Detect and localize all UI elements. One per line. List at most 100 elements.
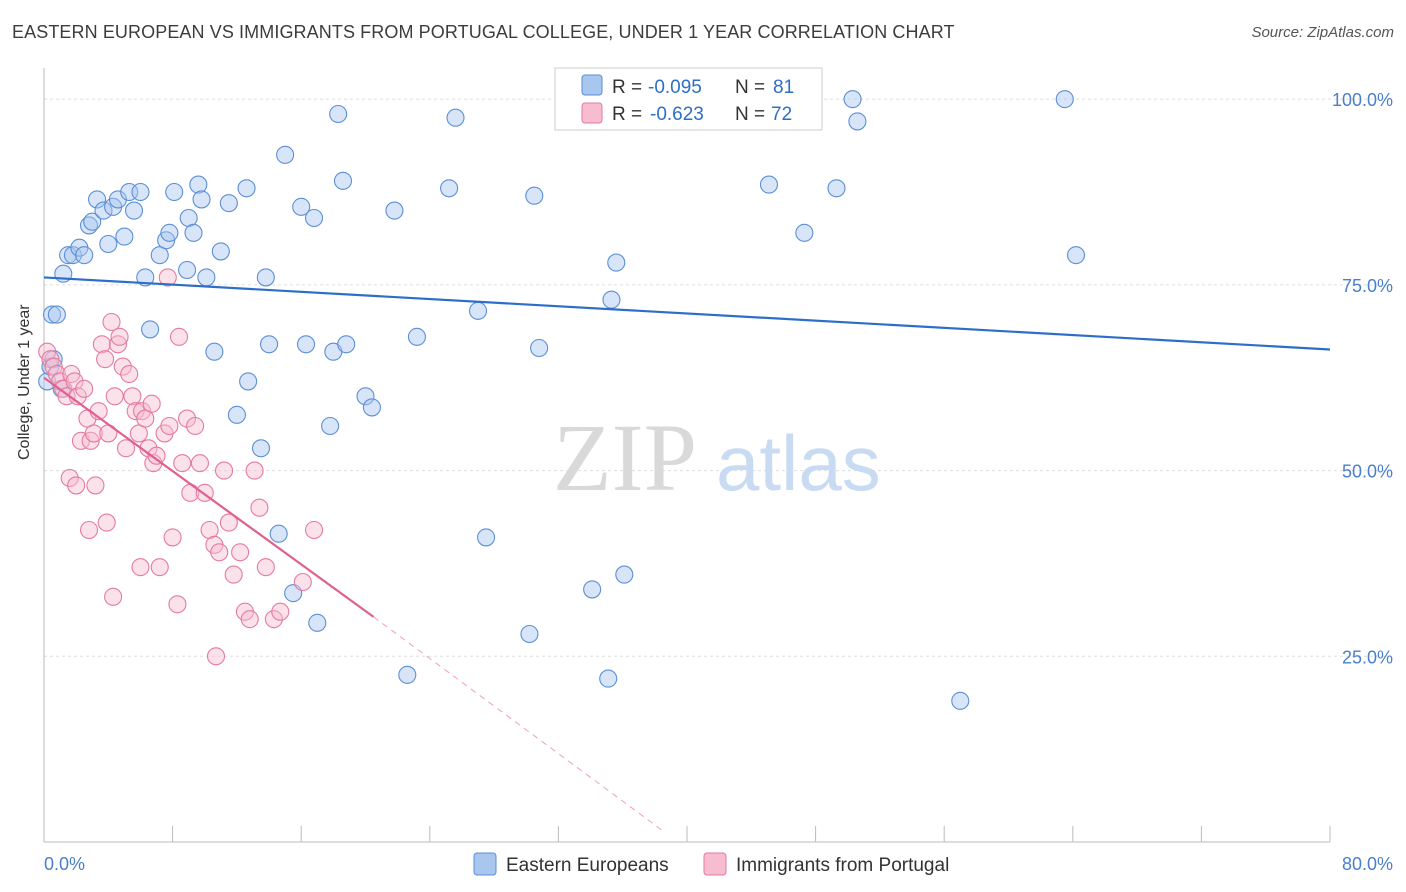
point-immigrant-portugal	[206, 647, 226, 666]
point-eastern-european	[477, 528, 496, 547]
point-eastern-european	[440, 179, 459, 198]
point-eastern-european	[407, 327, 426, 346]
point-immigrant-portugal	[173, 454, 192, 473]
point-eastern-european	[108, 190, 127, 209]
point-eastern-european	[75, 246, 94, 265]
point-eastern-european	[843, 90, 862, 109]
point-immigrant-portugal	[250, 498, 269, 517]
y-tick-label: 50.0%	[1342, 462, 1393, 482]
point-immigrant-portugal	[92, 335, 111, 354]
point-eastern-european	[1066, 246, 1086, 265]
point-eastern-european	[615, 565, 634, 584]
point-immigrant-portugal	[104, 587, 123, 606]
point-eastern-european	[197, 268, 216, 287]
point-eastern-european	[362, 398, 381, 417]
point-immigrant-portugal	[79, 520, 99, 540]
point-eastern-european	[446, 108, 465, 127]
series-immigrants-from-portugal	[38, 268, 324, 666]
point-eastern-european	[305, 208, 324, 228]
point-eastern-european	[583, 580, 602, 599]
point-eastern-european	[115, 227, 134, 246]
point-eastern-european	[296, 335, 316, 354]
point-immigrant-portugal	[186, 416, 205, 436]
trend-line-immigrants-portugal	[43, 376, 375, 618]
point-immigrant-portugal	[105, 387, 124, 406]
point-eastern-european	[308, 613, 327, 632]
trend-line-eastern-europeans	[43, 276, 1331, 351]
point-eastern-european	[259, 335, 279, 354]
point-eastern-european	[398, 665, 417, 684]
point-immigrant-portugal	[67, 476, 86, 495]
point-immigrant-portugal	[60, 468, 79, 488]
source-label: Source: ZipAtlas.com	[1251, 24, 1394, 41]
point-immigrant-portugal	[96, 350, 115, 369]
point-immigrant-portugal	[219, 513, 238, 532]
series-legend: Eastern Europeans Immigrants from Portug…	[473, 852, 949, 876]
point-eastern-european	[256, 268, 275, 287]
legend-n-value: 72	[771, 104, 792, 125]
point-eastern-european	[124, 201, 144, 220]
trend-line-extension	[373, 616, 664, 832]
point-eastern-european	[385, 201, 404, 220]
point-eastern-european	[178, 260, 197, 280]
point-immigrant-portugal	[123, 387, 142, 406]
point-eastern-european	[99, 234, 118, 254]
point-immigrant-portugal	[256, 558, 275, 577]
point-eastern-european	[189, 175, 208, 194]
point-eastern-european	[599, 669, 618, 688]
point-immigrant-portugal	[245, 461, 264, 480]
x-tick-label: 80.0%	[1342, 854, 1393, 874]
point-immigrant-portugal	[113, 357, 132, 376]
legend-swatch-pink	[581, 102, 603, 124]
legend-r-label: R =	[612, 77, 642, 98]
point-eastern-european	[136, 268, 155, 287]
legend-r-label: R =	[612, 104, 642, 125]
point-eastern-european	[607, 253, 626, 272]
point-immigrant-portugal	[110, 327, 129, 346]
y-tick-label: 100.0%	[1332, 90, 1393, 110]
y-tick-labels: 25.0% 50.0% 75.0% 100.0%	[1332, 90, 1393, 667]
bottom-legend-label-blue: Eastern Europeans	[506, 855, 669, 876]
point-eastern-european	[94, 201, 113, 220]
y-axis-label: College, Under 1 year	[16, 304, 33, 460]
point-eastern-european	[227, 405, 246, 424]
point-immigrant-portugal	[293, 572, 312, 592]
point-eastern-european	[525, 186, 544, 205]
point-immigrant-portugal	[160, 416, 179, 436]
point-eastern-european	[83, 212, 102, 231]
point-eastern-european	[251, 439, 271, 458]
point-immigrant-portugal	[305, 520, 324, 540]
point-immigrant-portugal	[75, 379, 94, 398]
point-eastern-european	[87, 190, 107, 209]
point-immigrant-portugal	[168, 595, 187, 614]
legend-r-value: -0.623	[650, 104, 704, 125]
legend-r-value: -0.095	[648, 77, 702, 98]
point-eastern-european	[1055, 90, 1074, 109]
point-immigrant-portugal	[142, 394, 161, 413]
point-eastern-european	[219, 194, 238, 213]
point-eastern-european	[530, 338, 549, 358]
point-immigrant-portugal	[86, 476, 105, 495]
point-eastern-european	[356, 387, 375, 406]
grid-lines	[44, 98, 1392, 657]
point-eastern-european	[47, 305, 66, 324]
point-eastern-european	[951, 691, 970, 710]
point-eastern-european	[237, 179, 256, 198]
point-immigrant-portugal	[231, 543, 250, 562]
legend-swatch-blue	[581, 74, 603, 96]
bottom-legend-label-pink: Immigrants from Portugal	[736, 855, 949, 876]
point-immigrant-portugal	[65, 372, 84, 391]
point-eastern-european	[205, 342, 224, 361]
point-immigrant-portugal	[126, 402, 145, 421]
bottom-legend-swatch-blue	[473, 852, 497, 876]
point-eastern-european	[292, 197, 311, 216]
point-immigrant-portugal	[131, 558, 150, 577]
point-eastern-european	[468, 301, 488, 320]
point-eastern-european	[211, 242, 230, 261]
point-immigrant-portugal	[102, 312, 121, 332]
point-immigrant-portugal	[97, 513, 116, 532]
point-eastern-european	[848, 112, 867, 131]
point-immigrant-portugal	[108, 335, 127, 354]
point-immigrant-portugal	[163, 528, 182, 547]
